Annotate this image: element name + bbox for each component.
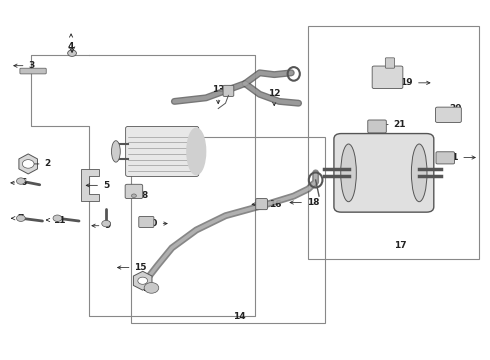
FancyBboxPatch shape	[125, 126, 199, 176]
Text: 8: 8	[126, 190, 147, 199]
Text: 4: 4	[68, 34, 74, 50]
Text: 15: 15	[118, 263, 147, 272]
Text: 3: 3	[14, 61, 35, 70]
Ellipse shape	[341, 144, 356, 202]
Circle shape	[23, 159, 34, 168]
Text: 21: 21	[377, 120, 406, 129]
Text: 5: 5	[86, 181, 109, 190]
Polygon shape	[19, 154, 37, 174]
Text: 2: 2	[28, 159, 51, 168]
FancyBboxPatch shape	[223, 85, 234, 96]
FancyBboxPatch shape	[372, 66, 403, 89]
Polygon shape	[133, 271, 152, 290]
Ellipse shape	[112, 141, 120, 162]
Text: 20: 20	[449, 104, 462, 113]
FancyBboxPatch shape	[368, 120, 386, 133]
Ellipse shape	[17, 178, 25, 184]
FancyBboxPatch shape	[20, 68, 46, 74]
Text: 9: 9	[92, 221, 111, 230]
Polygon shape	[81, 168, 99, 201]
FancyBboxPatch shape	[385, 58, 394, 68]
Ellipse shape	[127, 128, 154, 175]
FancyBboxPatch shape	[256, 199, 268, 210]
Text: 13: 13	[212, 85, 224, 104]
Circle shape	[144, 283, 159, 293]
Text: 17: 17	[393, 240, 406, 249]
Ellipse shape	[68, 50, 76, 57]
Ellipse shape	[131, 194, 136, 198]
Text: 16: 16	[252, 200, 281, 209]
FancyBboxPatch shape	[139, 216, 154, 228]
Text: 1: 1	[142, 284, 148, 293]
Text: 6: 6	[11, 178, 26, 187]
Text: 21: 21	[446, 153, 475, 162]
Text: 7: 7	[12, 214, 24, 223]
Ellipse shape	[53, 215, 62, 221]
Ellipse shape	[187, 128, 206, 175]
Ellipse shape	[412, 144, 427, 202]
Ellipse shape	[17, 215, 25, 221]
Text: 12: 12	[268, 89, 280, 105]
FancyBboxPatch shape	[334, 134, 434, 212]
Text: 14: 14	[233, 312, 245, 321]
Circle shape	[138, 277, 147, 284]
Text: 11: 11	[47, 216, 65, 225]
FancyBboxPatch shape	[436, 152, 455, 164]
Ellipse shape	[102, 220, 111, 227]
Bar	[130, 137, 325, 323]
Text: 19: 19	[400, 78, 430, 87]
Text: 18: 18	[290, 198, 319, 207]
Text: 10: 10	[145, 219, 167, 228]
Bar	[308, 26, 479, 258]
FancyBboxPatch shape	[125, 184, 143, 199]
FancyBboxPatch shape	[436, 107, 461, 122]
